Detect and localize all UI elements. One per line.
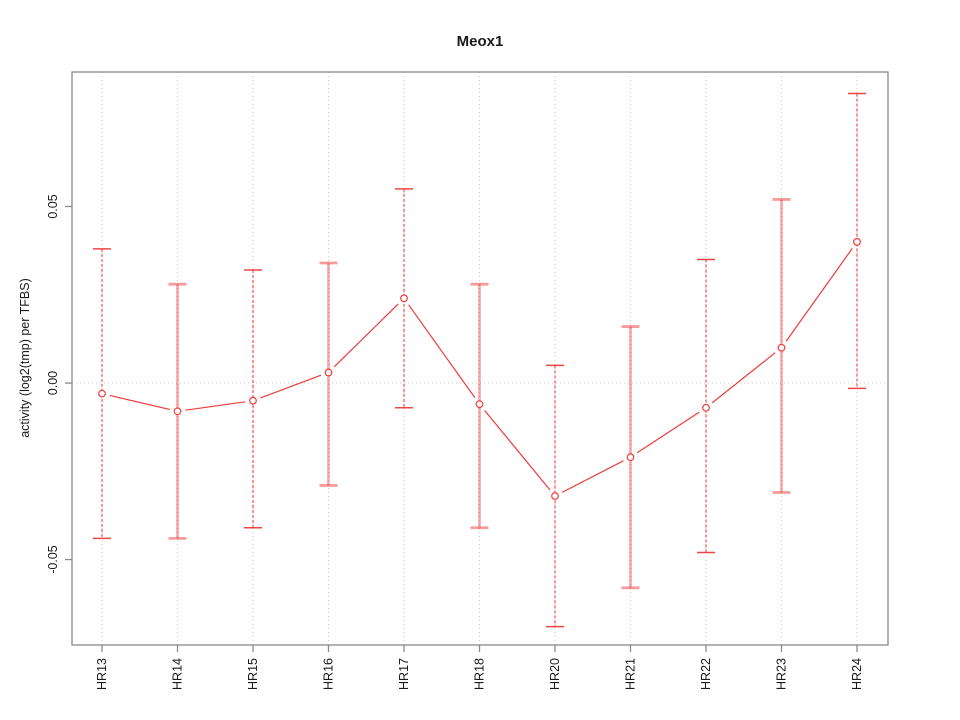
x-tick-label: HR23: [775, 658, 789, 690]
x-tick-label: HR14: [171, 658, 185, 690]
series-segment: [785, 247, 853, 342]
data-point: [702, 403, 710, 412]
series-segment: [408, 304, 476, 399]
data-point: [777, 343, 786, 352]
data-point: [853, 237, 861, 246]
series-segment: [109, 394, 170, 411]
data-point: [400, 294, 408, 303]
x-tick-label: HR22: [699, 658, 713, 690]
series-segment: [333, 303, 399, 368]
series-segment: [260, 374, 322, 399]
series-segment: [711, 352, 776, 404]
x-tick-label: HR18: [473, 658, 487, 690]
x-tick-label: HR15: [246, 658, 260, 690]
x-tick-label: HR17: [397, 658, 411, 690]
x-tick-label: HR20: [548, 658, 562, 690]
chart-title: Meox1: [456, 33, 504, 50]
series-segment: [561, 460, 624, 493]
series-segment: [484, 410, 551, 491]
data-point: [98, 389, 106, 398]
data-point: [173, 407, 182, 416]
x-tick-label: HR24: [850, 658, 864, 690]
y-tick-label: -0.05: [46, 545, 60, 574]
data-point: [324, 368, 333, 377]
x-tick-label: HR16: [322, 658, 336, 690]
data-point: [475, 400, 484, 409]
series-segment: [185, 401, 246, 411]
data-point: [249, 396, 257, 405]
y-tick-label: 0.05: [46, 194, 60, 218]
y-tick-label: 0.00: [46, 371, 60, 395]
data-point: [626, 453, 635, 462]
x-tick-label: HR21: [624, 658, 638, 690]
x-tick-label: HR13: [95, 658, 109, 690]
data-point: [551, 492, 559, 500]
series-segment: [636, 411, 700, 454]
